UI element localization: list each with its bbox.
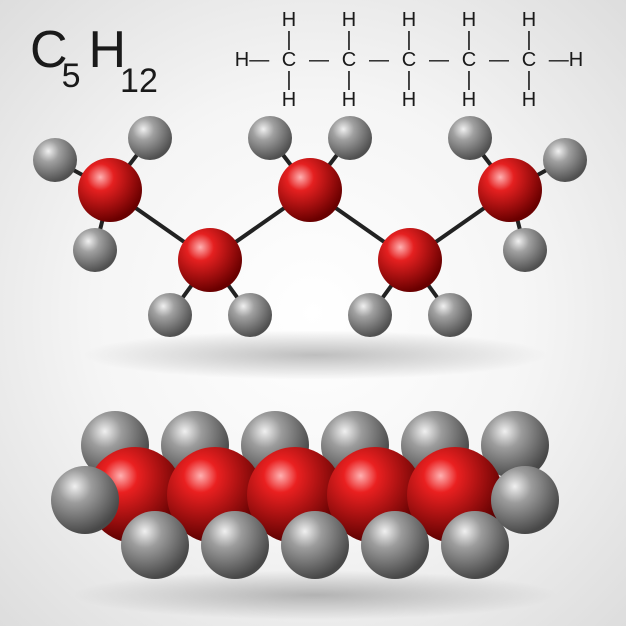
hydrogen-atom — [491, 466, 559, 534]
hydrogen-atom — [51, 466, 119, 534]
hydrogen-atom — [201, 511, 269, 579]
spacefill-model — [0, 0, 626, 626]
hydrogen-atom — [281, 511, 349, 579]
hydrogen-atom — [121, 511, 189, 579]
hydrogen-atom — [361, 511, 429, 579]
